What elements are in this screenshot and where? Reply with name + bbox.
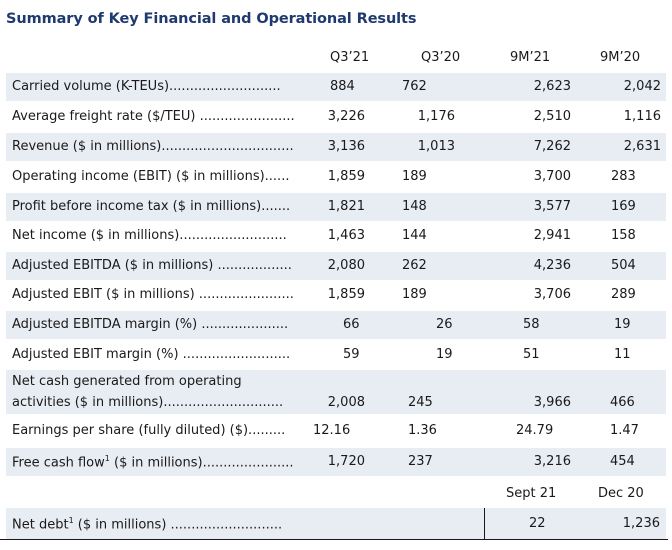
table-row-fcf: Free cash flow1 ($ in millions).........… xyxy=(6,448,666,476)
row-label: Profit before income tax ($ in millions)… xyxy=(12,199,291,214)
row-label: Average freight rate ($/TEU) ...........… xyxy=(12,109,295,124)
cell-9m-20: 1,116 xyxy=(623,109,661,124)
footnote-marker: 1 xyxy=(68,516,74,525)
cell-q3-20: 189 xyxy=(402,287,427,302)
cell-9m-21: 4,236 xyxy=(533,258,571,273)
cell-q3-20: 245 xyxy=(408,395,433,410)
table-row: Adjusted EBIT margin (%) ...............… xyxy=(6,341,666,369)
table-row: Revenue ($ in millions).................… xyxy=(6,133,666,161)
row-label: Net income ($ in millions)..............… xyxy=(12,228,287,243)
column-divider xyxy=(484,508,485,540)
row-label-line1: Net cash generated from operating xyxy=(12,374,242,389)
cell-9m-21: 2,510 xyxy=(533,109,571,124)
table-bottom-rule xyxy=(0,539,668,540)
col-header-q3-21: Q3’21 xyxy=(330,50,370,65)
cell-q3-21: 1,859 xyxy=(327,169,365,184)
cell-9m-20: 504 xyxy=(611,258,636,273)
row-label: Free cash flow1 ($ in millions).........… xyxy=(12,454,294,471)
cell-9m-21: 3,700 xyxy=(533,169,571,184)
cell-q3-20: 762 xyxy=(402,79,427,94)
table-row-eps: Earnings per share (fully diluted) ($)..… xyxy=(6,418,666,444)
cell-q3-21: 12.16 xyxy=(313,423,351,438)
cell-9m-20: 2,631 xyxy=(623,139,661,154)
table-row: Carried volume (K-TEUs).................… xyxy=(6,73,666,101)
cell-q3-20: 26 xyxy=(436,317,453,332)
cell-q3-21: 3,136 xyxy=(327,139,365,154)
row-label-line2: activities ($ in millions)..............… xyxy=(12,395,284,410)
cell-9m-21: 7,262 xyxy=(533,139,571,154)
table-row: Adjusted EBIT ($ in millions) ..........… xyxy=(6,281,666,309)
cell-9m-21: 3,966 xyxy=(533,395,571,410)
table-row: Profit before income tax ($ in millions)… xyxy=(6,193,666,221)
cell-q3-20: 148 xyxy=(402,199,427,214)
cell-9m-20: 1.47 xyxy=(610,423,639,438)
cell-dec-20: 1,236 xyxy=(622,516,660,531)
cell-q3-20: 1.36 xyxy=(408,423,437,438)
row-label: Adjusted EBIT ($ in millions) ..........… xyxy=(12,287,294,302)
cell-9m-20: 11 xyxy=(614,347,631,362)
cell-q3-21: 1,821 xyxy=(327,199,365,214)
cell-q3-21: 1,720 xyxy=(327,454,365,469)
row-label: Adjusted EBITDA ($ in millions) ........… xyxy=(12,258,292,273)
table-row-net-debt: Net debt1 ($ in millions) ..............… xyxy=(6,508,666,539)
row-label: Revenue ($ in millions).................… xyxy=(12,139,294,154)
footnote-marker: 1 xyxy=(104,454,110,463)
cell-9m-20: 169 xyxy=(611,199,636,214)
cell-9m-20: 19 xyxy=(614,317,631,332)
cell-9m-21: 3,577 xyxy=(533,199,571,214)
col-header-q3-20: Q3’20 xyxy=(421,50,461,65)
row-label: Net debt1 ($ in millions) ..............… xyxy=(12,516,283,533)
cell-q3-20: 237 xyxy=(408,454,433,469)
table-row: Adjusted EBITDA ($ in millions) ........… xyxy=(6,252,666,280)
table-row: Net income ($ in millions)..............… xyxy=(6,222,666,250)
cell-q3-20: 262 xyxy=(402,258,427,273)
col-header-9m-21: 9M’21 xyxy=(510,50,551,65)
cell-9m-21: 24.79 xyxy=(516,423,554,438)
cell-q3-21: 1,859 xyxy=(327,287,365,302)
cell-9m-21: 58 xyxy=(523,317,540,332)
cell-q3-21: 66 xyxy=(343,317,360,332)
row-label: Operating income (EBIT) ($ in millions).… xyxy=(12,169,290,184)
row-label: Adjusted EBIT margin (%) ...............… xyxy=(12,347,291,362)
table-row: Adjusted EBITDA margin (%) .............… xyxy=(6,311,666,339)
cell-sept-21: 22 xyxy=(529,516,546,531)
cell-q3-21: 1,463 xyxy=(327,228,365,243)
cell-q3-20: 19 xyxy=(436,347,453,362)
table-row-net-cash: Net cash generated from operating activi… xyxy=(6,370,666,414)
cell-q3-20: 144 xyxy=(402,228,427,243)
cell-9m-20: 158 xyxy=(611,228,636,243)
cell-9m-21: 3,706 xyxy=(533,287,571,302)
row-label: Adjusted EBITDA margin (%) .............… xyxy=(12,317,289,332)
col-header-sept-21: Sept 21 xyxy=(506,486,557,501)
cell-9m-20: 283 xyxy=(611,169,636,184)
cell-q3-21: 2,008 xyxy=(327,395,365,410)
cell-q3-21: 3,226 xyxy=(327,109,365,124)
cell-9m-21: 51 xyxy=(523,347,540,362)
cell-9m-20: 466 xyxy=(610,395,635,410)
cell-9m-20: 289 xyxy=(611,287,636,302)
page-title: Summary of Key Financial and Operational… xyxy=(6,11,417,27)
cell-q3-21: 884 xyxy=(330,79,355,94)
cell-q3-20: 1,013 xyxy=(417,139,455,154)
cell-9m-21: 3,216 xyxy=(533,454,571,469)
cell-q3-20: 1,176 xyxy=(417,109,455,124)
row-label: Earnings per share (fully diluted) ($)..… xyxy=(12,423,286,438)
col-header-9m-20: 9M’20 xyxy=(600,50,641,65)
table-row: Average freight rate ($/TEU) ...........… xyxy=(6,103,666,131)
cell-q3-21: 59 xyxy=(343,347,360,362)
cell-9m-21: 2,941 xyxy=(533,228,571,243)
cell-9m-21: 2,623 xyxy=(533,79,571,94)
cell-9m-20: 2,042 xyxy=(623,79,661,94)
row-label: Carried volume (K-TEUs).................… xyxy=(12,79,281,94)
cell-9m-20: 454 xyxy=(610,454,635,469)
col-header-dec-20: Dec 20 xyxy=(598,486,644,501)
table-row: Operating income (EBIT) ($ in millions).… xyxy=(6,163,666,191)
cell-q3-20: 189 xyxy=(402,169,427,184)
cell-q3-21: 2,080 xyxy=(327,258,365,273)
